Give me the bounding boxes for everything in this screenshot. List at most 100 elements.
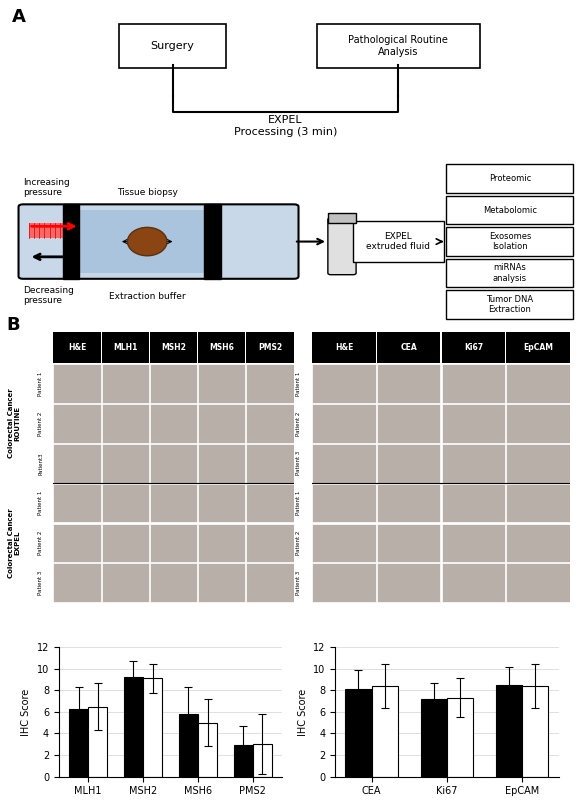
Bar bbox=[506, 484, 570, 523]
Bar bbox=[312, 404, 376, 443]
Text: Patient 2: Patient 2 bbox=[296, 411, 301, 435]
Bar bbox=[88, 706, 108, 777]
Text: Tissue biopsy: Tissue biopsy bbox=[117, 188, 178, 197]
Bar bbox=[102, 364, 149, 403]
FancyBboxPatch shape bbox=[353, 221, 443, 262]
Text: Patient 3: Patient 3 bbox=[296, 570, 301, 595]
Bar bbox=[150, 404, 197, 443]
Bar bbox=[203, 204, 220, 279]
Bar bbox=[198, 722, 217, 777]
Bar bbox=[312, 563, 376, 602]
Bar bbox=[506, 444, 570, 483]
Text: Patient3: Patient3 bbox=[38, 452, 44, 475]
Bar bbox=[179, 714, 198, 777]
Bar bbox=[506, 563, 570, 602]
Text: Colorectal Cancer
ROUTINE: Colorectal Cancer ROUTINE bbox=[8, 388, 21, 458]
Text: Patient 3: Patient 3 bbox=[296, 451, 301, 476]
Bar bbox=[198, 484, 245, 523]
Bar bbox=[377, 444, 440, 483]
FancyBboxPatch shape bbox=[446, 290, 573, 319]
Text: Surgery: Surgery bbox=[151, 41, 195, 51]
Text: MSH2: MSH2 bbox=[161, 343, 186, 352]
Bar bbox=[102, 523, 149, 562]
Text: MLH1: MLH1 bbox=[113, 343, 138, 352]
Bar bbox=[150, 332, 197, 363]
Text: Exosomes
Isolation: Exosomes Isolation bbox=[489, 232, 531, 252]
Bar bbox=[442, 332, 505, 363]
Bar bbox=[246, 484, 293, 523]
Bar bbox=[506, 523, 570, 562]
Text: H&E: H&E bbox=[335, 343, 353, 352]
Text: B: B bbox=[6, 316, 19, 333]
Text: Tumor DNA
Extraction: Tumor DNA Extraction bbox=[486, 295, 533, 315]
Text: Patient 2: Patient 2 bbox=[38, 531, 44, 555]
FancyBboxPatch shape bbox=[446, 164, 573, 193]
Bar bbox=[312, 484, 376, 523]
Text: Patient 2: Patient 2 bbox=[296, 531, 301, 555]
Bar bbox=[54, 484, 101, 523]
Bar bbox=[442, 563, 505, 602]
Bar bbox=[328, 214, 356, 222]
Bar bbox=[198, 364, 245, 403]
Bar bbox=[102, 563, 149, 602]
Text: PMS2: PMS2 bbox=[258, 343, 282, 352]
FancyBboxPatch shape bbox=[328, 218, 356, 275]
Text: Ki67: Ki67 bbox=[464, 343, 483, 352]
Bar bbox=[198, 404, 245, 443]
Text: Patient 1: Patient 1 bbox=[38, 491, 44, 515]
Text: CEA: CEA bbox=[400, 343, 417, 352]
Bar bbox=[233, 745, 253, 777]
Bar bbox=[79, 210, 203, 273]
Bar bbox=[506, 404, 570, 443]
Bar bbox=[246, 364, 293, 403]
Bar bbox=[150, 444, 197, 483]
Bar bbox=[246, 523, 293, 562]
Bar bbox=[102, 484, 149, 523]
Bar bbox=[102, 404, 149, 443]
Bar bbox=[54, 444, 101, 483]
Bar bbox=[198, 332, 245, 363]
Text: Patient 2: Patient 2 bbox=[38, 411, 44, 435]
FancyBboxPatch shape bbox=[19, 205, 299, 279]
Bar bbox=[312, 444, 376, 483]
Bar bbox=[62, 204, 79, 279]
Text: MSH6: MSH6 bbox=[209, 343, 234, 352]
Bar bbox=[312, 523, 376, 562]
Bar bbox=[102, 444, 149, 483]
Text: Patient 3: Patient 3 bbox=[38, 570, 44, 595]
Bar bbox=[246, 444, 293, 483]
Bar bbox=[253, 744, 272, 777]
Bar bbox=[69, 709, 88, 777]
FancyBboxPatch shape bbox=[446, 227, 573, 256]
Bar bbox=[377, 364, 440, 403]
Bar bbox=[150, 563, 197, 602]
Bar bbox=[447, 698, 473, 777]
Bar bbox=[442, 523, 505, 562]
Text: Extraction buffer: Extraction buffer bbox=[109, 292, 186, 301]
FancyBboxPatch shape bbox=[446, 196, 573, 224]
Bar bbox=[124, 677, 143, 777]
Bar bbox=[150, 484, 197, 523]
Y-axis label: IHC Score: IHC Score bbox=[298, 688, 308, 735]
Bar bbox=[345, 689, 372, 777]
Bar bbox=[442, 484, 505, 523]
Text: Patient 1: Patient 1 bbox=[296, 491, 301, 515]
Bar bbox=[312, 332, 376, 363]
Bar bbox=[102, 332, 149, 363]
Bar bbox=[198, 563, 245, 602]
Bar bbox=[198, 444, 245, 483]
Bar bbox=[246, 332, 293, 363]
Bar bbox=[143, 679, 162, 777]
Text: Colorectal Cancer
EXPEL: Colorectal Cancer EXPEL bbox=[8, 508, 21, 578]
Ellipse shape bbox=[128, 227, 167, 256]
Text: Metabolomic: Metabolomic bbox=[483, 205, 537, 214]
Bar bbox=[246, 404, 293, 443]
Bar bbox=[54, 563, 101, 602]
Bar bbox=[29, 222, 65, 238]
Text: A: A bbox=[12, 8, 26, 26]
Text: Patient 1: Patient 1 bbox=[296, 371, 301, 396]
Text: Proteomic: Proteomic bbox=[489, 174, 531, 183]
Bar bbox=[506, 332, 570, 363]
Bar bbox=[54, 404, 101, 443]
Text: EXPEL
extruded fluid: EXPEL extruded fluid bbox=[366, 232, 430, 252]
